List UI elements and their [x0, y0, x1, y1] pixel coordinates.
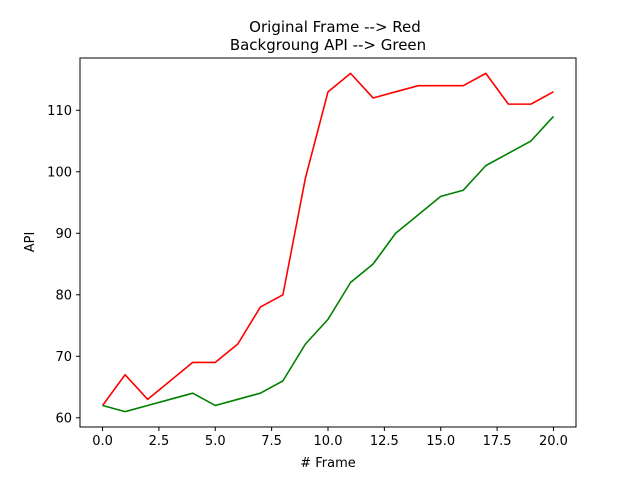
- x-tick-label: 10.0: [314, 434, 343, 449]
- x-tick-label: 17.5: [483, 434, 512, 449]
- x-axis-label: # Frame: [300, 456, 356, 471]
- chart-title-line-2: Backgroung API --> Green: [230, 36, 426, 54]
- x-tick-label: 0.0: [92, 434, 113, 449]
- series-layer: [101, 72, 555, 413]
- y-axis-label: API: [23, 232, 38, 253]
- x-tick-label: 7.5: [261, 434, 282, 449]
- y-tick-label: 90: [55, 227, 72, 242]
- series-line-1: [101, 72, 554, 406]
- y-tick-label: 100: [47, 165, 72, 180]
- x-tick-label: 20.0: [539, 434, 568, 449]
- y-axis: 60 70 80 90 100 110: [47, 104, 80, 426]
- y-tick-label: 110: [47, 104, 72, 119]
- series-line-2: [102, 115, 555, 413]
- x-tick-label: 15.0: [426, 434, 455, 449]
- y-tick-label: 70: [55, 350, 72, 365]
- x-tick-label: 12.5: [370, 434, 399, 449]
- x-tick-label: 5.0: [205, 434, 226, 449]
- chart-title-line-1: Original Frame --> Red: [249, 18, 421, 36]
- x-axis: 0.0 2.5 5.0 7.5 10.0 12.5 15.0 17.5 20.0: [92, 427, 568, 449]
- x-tick-label: 2.5: [149, 434, 170, 449]
- y-tick-label: 60: [55, 411, 72, 426]
- y-tick-label: 80: [55, 288, 72, 303]
